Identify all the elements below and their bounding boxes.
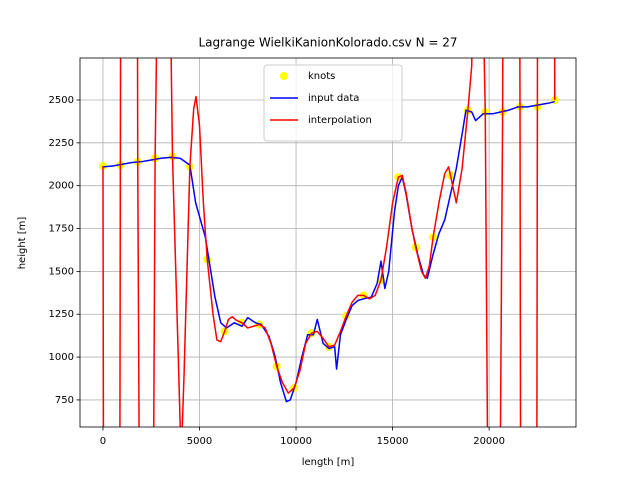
ticks: 0 5000 10000 15000 20000 750 1000 1250 1500 1750 2… <box>49 95 505 447</box>
legend-box <box>263 64 403 142</box>
y-tick-label: 2250 <box>49 138 74 149</box>
x-axis-label: length [m] <box>302 457 355 468</box>
x-tick-label: 5000 <box>187 436 212 447</box>
x-tick-label: 15000 <box>377 436 409 447</box>
axes-frame <box>79 57 577 428</box>
legend-label: interpolation <box>308 115 372 126</box>
y-tick-label: 1000 <box>49 352 74 363</box>
y-tick-label: 1500 <box>49 266 74 277</box>
y-tick-label: 2000 <box>49 181 74 192</box>
y-tick-label: 2500 <box>49 95 74 106</box>
legend: knots input data interpolation <box>263 64 403 142</box>
series-line <box>102 58 556 427</box>
plot-area <box>98 58 559 427</box>
x-tick-label: 20000 <box>473 436 505 447</box>
legend-label: knots <box>308 71 335 82</box>
series-line <box>102 100 555 403</box>
y-axis-label: height [m] <box>17 217 28 270</box>
y-tick-label: 1750 <box>49 224 74 235</box>
x-tick-label: 10000 <box>280 436 312 447</box>
chart-title: Lagrange WielkiKanionKolorado.csv N = 27 <box>198 36 457 50</box>
legend-marker <box>280 72 288 80</box>
y-tick-label: 1250 <box>49 309 74 320</box>
x-tick-label: 0 <box>100 436 106 447</box>
y-tick-label: 750 <box>55 395 74 406</box>
legend-label: input data <box>308 93 359 104</box>
